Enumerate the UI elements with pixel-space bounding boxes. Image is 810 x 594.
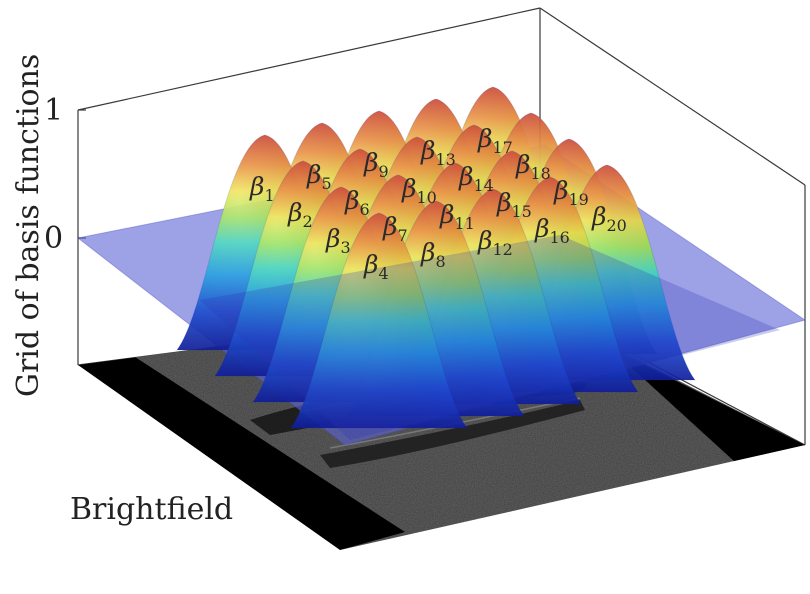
basis-label-symbol: β <box>401 174 416 203</box>
basis-label-5: β5 <box>306 160 332 193</box>
basis-label-symbol: β <box>306 160 321 189</box>
brightfield-label: Brightfield <box>70 492 233 527</box>
image-mask-left <box>78 357 405 550</box>
basis-label-symbol: β <box>325 224 340 253</box>
basis-label-15: β15 <box>496 188 532 221</box>
basis-label-14: β14 <box>458 162 494 195</box>
basis-label-symbol: β <box>420 136 435 165</box>
basis-label-17: β17 <box>477 124 513 157</box>
basis-label-index: 5 <box>321 174 331 193</box>
basis-label-16: β16 <box>534 214 570 247</box>
tissue-streak-2 <box>320 400 585 468</box>
basis-label-index: 16 <box>549 228 569 247</box>
basis-label-9: β9 <box>363 148 389 181</box>
basis-label-index: 10 <box>416 188 436 207</box>
basis-label-symbol: β <box>249 172 264 201</box>
basis-label-index: 11 <box>454 214 474 233</box>
basis-surface-shade-4 <box>291 213 467 428</box>
basis-label-13: β13 <box>420 136 456 169</box>
basis-label-symbol: β <box>534 214 549 243</box>
basis-label-symbol: β <box>515 150 530 179</box>
basis-label-2: β2 <box>287 198 313 231</box>
basis-label-symbol: β <box>458 162 473 191</box>
basis-label-index: 15 <box>511 202 531 221</box>
basis-label-18: β18 <box>515 150 551 183</box>
basis-label-index: 7 <box>397 226 407 245</box>
basis-label-index: 14 <box>473 176 493 195</box>
basis-label-symbol: β <box>363 148 378 177</box>
axis-edge-top-right <box>539 7 806 186</box>
basis-label-8: β8 <box>420 238 446 271</box>
basis-label-symbol: β <box>477 124 492 153</box>
basis-label-index: 6 <box>359 200 369 219</box>
basis-label-index: 1 <box>264 186 274 205</box>
basis-label-index: 8 <box>435 252 445 271</box>
basis-label-index: 9 <box>378 162 388 181</box>
basis-label-index: 20 <box>606 216 626 235</box>
basis-label-index: 4 <box>378 264 388 283</box>
z-axis-label: Grid of basis functions <box>11 54 46 397</box>
basis-label-index: 18 <box>530 164 550 183</box>
basis-label-index: 2 <box>302 212 312 231</box>
basis-label-7: β7 <box>382 212 408 245</box>
basis-label-20: β20 <box>591 202 627 235</box>
basis-label-symbol: β <box>420 238 435 267</box>
axis-edge-top-left <box>77 7 541 111</box>
basis-label-index: 12 <box>492 240 512 259</box>
basis-label-index: 3 <box>340 238 350 257</box>
basis-label-index: 17 <box>492 138 512 157</box>
basis-label-4: β4 <box>363 250 389 283</box>
basis-label-symbol: β <box>344 186 359 215</box>
basis-label-symbol: β <box>496 188 511 217</box>
basis-label-symbol: β <box>553 176 568 205</box>
plane-intersection-shade <box>200 235 780 440</box>
basis-label-6: β6 <box>344 186 370 219</box>
basis-label-symbol: β <box>477 226 492 255</box>
basis-label-symbol: β <box>363 250 378 279</box>
basis-label-symbol: β <box>439 200 454 229</box>
basis-label-19: β19 <box>553 176 589 209</box>
basis-label-3: β3 <box>325 224 351 257</box>
basis-label-10: β10 <box>401 174 437 207</box>
basis-label-symbol: β <box>591 202 606 231</box>
basis-label-12: β12 <box>477 226 513 259</box>
basis-label-index: 13 <box>435 150 455 169</box>
basis-label-1: β1 <box>249 172 275 205</box>
z-tick-label-1: 1 <box>44 93 63 128</box>
z-tick-label-0: 0 <box>44 221 63 256</box>
basis-label-11: β11 <box>439 200 475 233</box>
basis-label-index: 19 <box>568 190 588 209</box>
basis-label-symbol: β <box>382 212 397 241</box>
basis-label-symbol: β <box>287 198 302 227</box>
